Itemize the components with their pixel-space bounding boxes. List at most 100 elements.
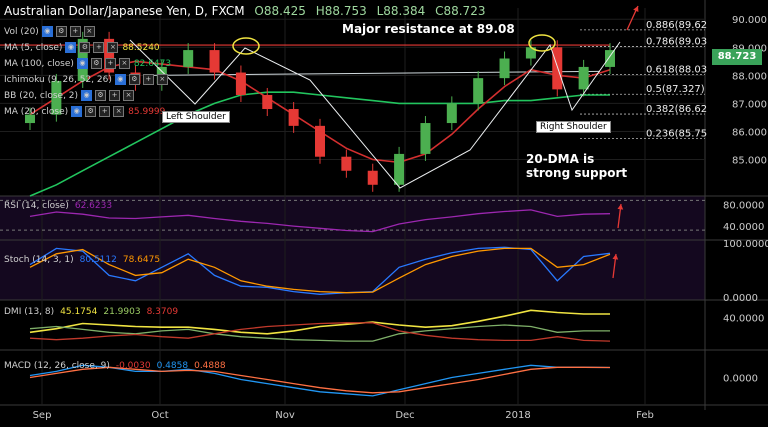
eye-icon[interactable]: ◉ bbox=[76, 58, 88, 69]
left-top-highlight bbox=[232, 37, 260, 55]
close-icon[interactable]: × bbox=[113, 106, 125, 117]
eye-icon[interactable]: ◉ bbox=[71, 106, 83, 117]
candle-body bbox=[499, 58, 510, 79]
close-icon[interactable]: × bbox=[83, 26, 95, 37]
candle-body bbox=[315, 125, 325, 157]
dmi-plus-line bbox=[29, 324, 610, 342]
x-tick-label: Feb bbox=[636, 410, 654, 421]
stoch-d-line bbox=[29, 247, 611, 294]
candle-body bbox=[341, 156, 352, 171]
candle-body bbox=[420, 123, 431, 154]
dmi-legend-part: 21.9903 bbox=[103, 307, 140, 317]
rsi-legend-part: 62.6233 bbox=[75, 201, 112, 211]
legend-item[interactable]: Ichimoku (9, 26, 52, 26) ◉ ⚙ + × bbox=[4, 74, 168, 85]
candle-body bbox=[235, 72, 246, 95]
add-icon[interactable]: + bbox=[99, 106, 111, 117]
candle-body bbox=[104, 38, 115, 73]
stoch-legend: Stoch (14, 3, 1) 80.5112 78.6475 bbox=[4, 255, 160, 265]
stoch-tick: 0.0000 bbox=[723, 293, 758, 304]
x-tick-label: Sep bbox=[33, 410, 52, 421]
legend-item-label: MA (20, close) bbox=[4, 107, 69, 117]
candle-body bbox=[473, 78, 484, 104]
support-note-line2: strong support bbox=[526, 166, 628, 180]
open-value: O88.425 bbox=[254, 4, 306, 18]
dmi-legend: DMI (13, 8) 45.1754 21.9903 8.3709 bbox=[4, 307, 178, 317]
candle-body bbox=[183, 50, 194, 67]
main-up-arrow-head bbox=[633, 6, 639, 12]
legend-item-label: MA (100, close) bbox=[4, 59, 74, 69]
y-tick-label: 86.000 bbox=[732, 127, 767, 138]
add-icon[interactable]: + bbox=[109, 90, 121, 101]
high-value: H88.753 bbox=[315, 4, 367, 18]
legend-item[interactable]: MA (20, close) ◉ ⚙ + × 85.9999 bbox=[4, 106, 165, 117]
macd-legend-part: 0.4858 bbox=[157, 361, 189, 371]
stoch-up-arrow-head bbox=[612, 254, 619, 260]
add-icon[interactable]: + bbox=[69, 26, 81, 37]
macd-legend-part: MACD (12, 26, close, 9) bbox=[4, 361, 110, 371]
candle-body bbox=[605, 50, 615, 67]
candle-body bbox=[262, 94, 273, 110]
candle-body bbox=[25, 114, 35, 124]
candle-body bbox=[394, 153, 405, 185]
legend-item-value: 88.5240 bbox=[122, 43, 160, 53]
add-icon[interactable]: + bbox=[93, 42, 105, 53]
gear-icon[interactable]: ⚙ bbox=[128, 74, 140, 85]
rsi-up-arrow-head bbox=[617, 204, 624, 210]
y-tick-label: 89.000 bbox=[732, 43, 767, 54]
macd-legend-part: -0.0030 bbox=[116, 361, 151, 371]
legend-item[interactable]: MA (5, close) ◉ ⚙ + × 88.5240 bbox=[4, 42, 160, 53]
chart-header: Australian Dollar/Japanese Yen, D, FXCM … bbox=[4, 4, 485, 18]
y-tick-label: 87.000 bbox=[732, 99, 767, 110]
candle-body bbox=[552, 47, 563, 90]
dmi-legend-part: 45.1754 bbox=[60, 307, 97, 317]
left-shoulder-label: Left Shoulder bbox=[162, 111, 230, 123]
y-tick-label: 85.000 bbox=[732, 156, 767, 167]
candle-body bbox=[578, 66, 589, 90]
macd-legend-part: 0.4888 bbox=[194, 361, 226, 371]
last-price-tag: 88.723 bbox=[712, 49, 762, 65]
close-icon[interactable]: × bbox=[123, 90, 135, 101]
dmi-minus-line bbox=[29, 322, 611, 342]
dmi-legend-part: 8.3709 bbox=[147, 307, 179, 317]
stoch-legend-part: 80.5112 bbox=[80, 255, 117, 265]
gear-icon[interactable]: ⚙ bbox=[85, 106, 97, 117]
x-tick-label: Oct bbox=[151, 410, 168, 421]
gear-icon[interactable]: ⚙ bbox=[55, 26, 67, 37]
close-icon[interactable]: × bbox=[107, 42, 119, 53]
fib-level-label: 0.236(85.75 bbox=[646, 128, 707, 139]
candle-body bbox=[288, 109, 299, 126]
eye-icon[interactable]: ◉ bbox=[114, 74, 126, 85]
legend-item[interactable]: BB (20, close, 2) ◉ ⚙ + × bbox=[4, 90, 135, 101]
close-value: C88.723 bbox=[435, 4, 486, 18]
support-note-line1: 20-DMA is bbox=[526, 152, 595, 166]
gear-icon[interactable]: ⚙ bbox=[95, 90, 107, 101]
add-icon[interactable]: + bbox=[104, 58, 116, 69]
close-icon[interactable]: × bbox=[118, 58, 130, 69]
legend-item[interactable]: MA (100, close) ◉ ⚙ + × 82.6473 bbox=[4, 58, 171, 69]
gear-icon[interactable]: ⚙ bbox=[79, 42, 91, 53]
macd-tick: 0.0000 bbox=[723, 374, 758, 385]
legend-item[interactable]: Vol (20) ◉ ⚙ + × bbox=[4, 26, 95, 37]
add-icon[interactable]: + bbox=[142, 74, 154, 85]
rsi-tick: 40.0000 bbox=[723, 222, 764, 233]
y-tick-label: 88.000 bbox=[732, 71, 767, 82]
fib-level-label: 0.618(88.03 bbox=[646, 65, 707, 76]
fib-level-label: 0.786(89.03 bbox=[646, 36, 707, 47]
eye-icon[interactable]: ◉ bbox=[41, 26, 53, 37]
eye-icon[interactable]: ◉ bbox=[65, 42, 77, 53]
dmi-adx-line bbox=[29, 309, 610, 335]
eye-icon[interactable]: ◉ bbox=[81, 90, 93, 101]
right-shoulder-label: Right Shoulder bbox=[536, 121, 611, 133]
gear-icon[interactable]: ⚙ bbox=[90, 58, 102, 69]
legend-item-label: Ichimoku (9, 26, 52, 26) bbox=[4, 75, 112, 85]
y-tick-label: 90.000 bbox=[732, 15, 767, 26]
symbol-title[interactable]: Australian Dollar/Japanese Yen, D, FXCM bbox=[4, 4, 245, 18]
dmi-legend-part: DMI (13, 8) bbox=[4, 307, 54, 317]
candle-body bbox=[51, 80, 62, 115]
stoch-tick: 100.0000 bbox=[723, 239, 768, 250]
ma100-line bbox=[29, 91, 610, 197]
fib-level-label: 0.5(87.327) bbox=[646, 84, 705, 95]
right-top-highlight bbox=[528, 34, 556, 52]
close-icon[interactable]: × bbox=[156, 74, 168, 85]
macd-line bbox=[29, 364, 611, 397]
